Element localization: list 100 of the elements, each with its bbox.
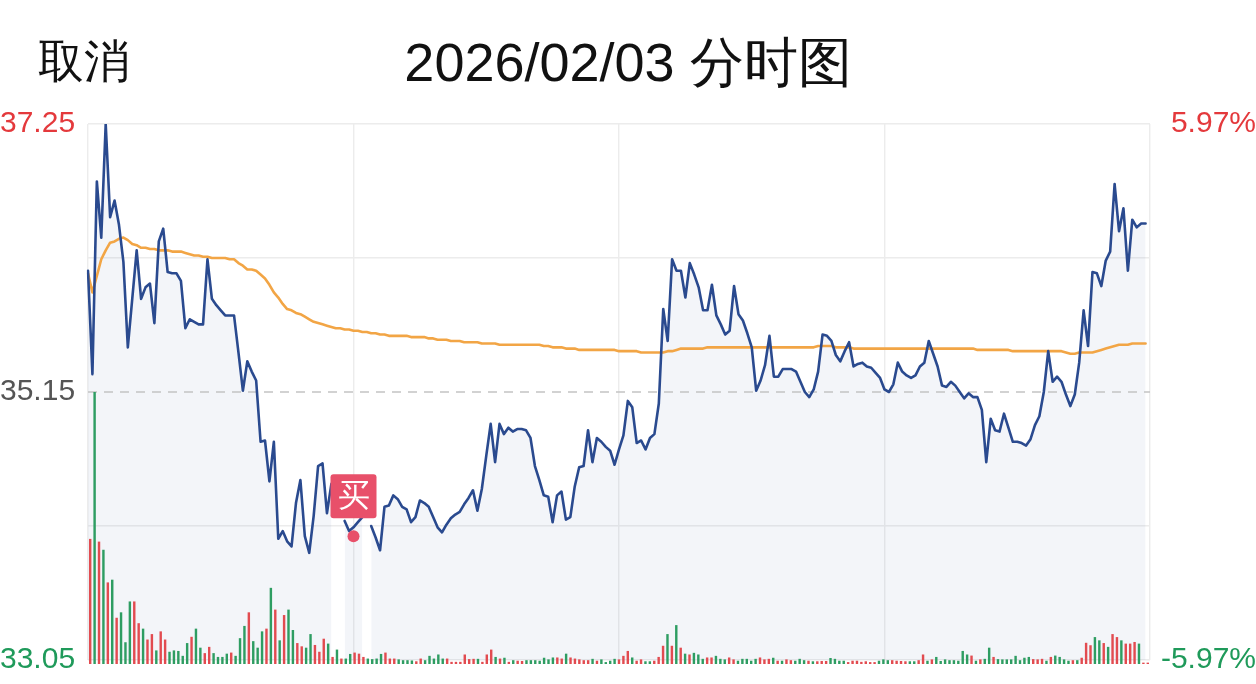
bar [732, 659, 735, 664]
bar [948, 660, 951, 664]
bar [159, 631, 162, 664]
bar [1111, 634, 1114, 664]
chart-title: 2026/02/03 分时图 [404, 32, 852, 92]
bar [688, 654, 691, 664]
bar [1076, 660, 1079, 664]
bar [137, 623, 140, 664]
bar [979, 659, 982, 664]
bar [146, 639, 149, 664]
data-label: 买 [337, 477, 370, 514]
bar [622, 655, 625, 664]
bar [472, 658, 475, 664]
bar [970, 655, 973, 664]
bar [657, 656, 660, 664]
bar [591, 658, 594, 664]
bar [1005, 659, 1008, 664]
bar [459, 661, 462, 664]
bar [860, 661, 863, 664]
y-tick-label: 35.15 [0, 373, 76, 407]
bar [265, 628, 268, 664]
bar [155, 650, 158, 664]
bar [428, 655, 431, 664]
bar [353, 652, 356, 664]
bar [384, 652, 387, 664]
bar [450, 661, 453, 664]
bar [556, 657, 559, 664]
bar [816, 661, 819, 664]
bar [1120, 640, 1123, 664]
bar [525, 660, 528, 664]
bar [666, 634, 669, 664]
bar [419, 658, 422, 664]
bar [838, 660, 841, 664]
bar [1133, 641, 1136, 664]
bar [212, 653, 215, 664]
bar [503, 657, 506, 664]
bar [639, 659, 643, 664]
bar [481, 661, 484, 664]
bar [1023, 657, 1026, 664]
bar [851, 660, 854, 664]
bar [820, 661, 823, 664]
bar [617, 659, 621, 664]
bar [494, 656, 497, 664]
bar [829, 658, 832, 664]
bar [613, 658, 616, 664]
bar [741, 658, 744, 664]
bar [600, 659, 603, 664]
bar [397, 659, 400, 664]
bar [124, 642, 127, 664]
bar [1014, 655, 1017, 664]
bar [115, 617, 118, 664]
bar [362, 656, 365, 664]
bar [763, 659, 766, 664]
bar [569, 657, 572, 664]
bar [406, 660, 409, 664]
bar [340, 658, 343, 664]
bar [1089, 645, 1092, 664]
bar [882, 659, 885, 664]
bar [719, 658, 722, 664]
bar [926, 660, 929, 664]
bar [644, 661, 647, 664]
y2-tick-label: -5.97% [1160, 641, 1256, 675]
bar [102, 549, 105, 664]
bar [309, 634, 312, 664]
bar [697, 654, 700, 664]
bar [904, 661, 907, 664]
bar [331, 656, 334, 664]
bar [93, 392, 96, 664]
bar [256, 647, 259, 664]
bar [710, 657, 713, 664]
bar [895, 660, 898, 664]
bar [177, 650, 180, 664]
bar [415, 661, 418, 664]
bar [957, 660, 960, 664]
bar [1001, 659, 1004, 664]
bar [992, 656, 995, 664]
bar [807, 660, 810, 664]
bar [1062, 659, 1066, 664]
bar [234, 655, 237, 664]
bar [939, 661, 942, 664]
bar [547, 659, 550, 664]
bar [1036, 659, 1039, 664]
bar [278, 640, 281, 664]
bar [1058, 656, 1061, 664]
bar [1009, 659, 1013, 664]
bar [199, 647, 202, 664]
bar [243, 625, 246, 664]
bar [578, 659, 581, 664]
bar [785, 659, 788, 664]
bar [538, 660, 541, 664]
bar [296, 643, 299, 664]
bar [1098, 640, 1101, 664]
bar [754, 658, 757, 664]
bar [1067, 660, 1070, 664]
bar [798, 658, 801, 664]
bar [375, 658, 378, 664]
bar [635, 660, 638, 664]
y2-tick-label: 5.97% [1170, 105, 1256, 139]
bar [776, 660, 779, 664]
bar [930, 659, 934, 664]
